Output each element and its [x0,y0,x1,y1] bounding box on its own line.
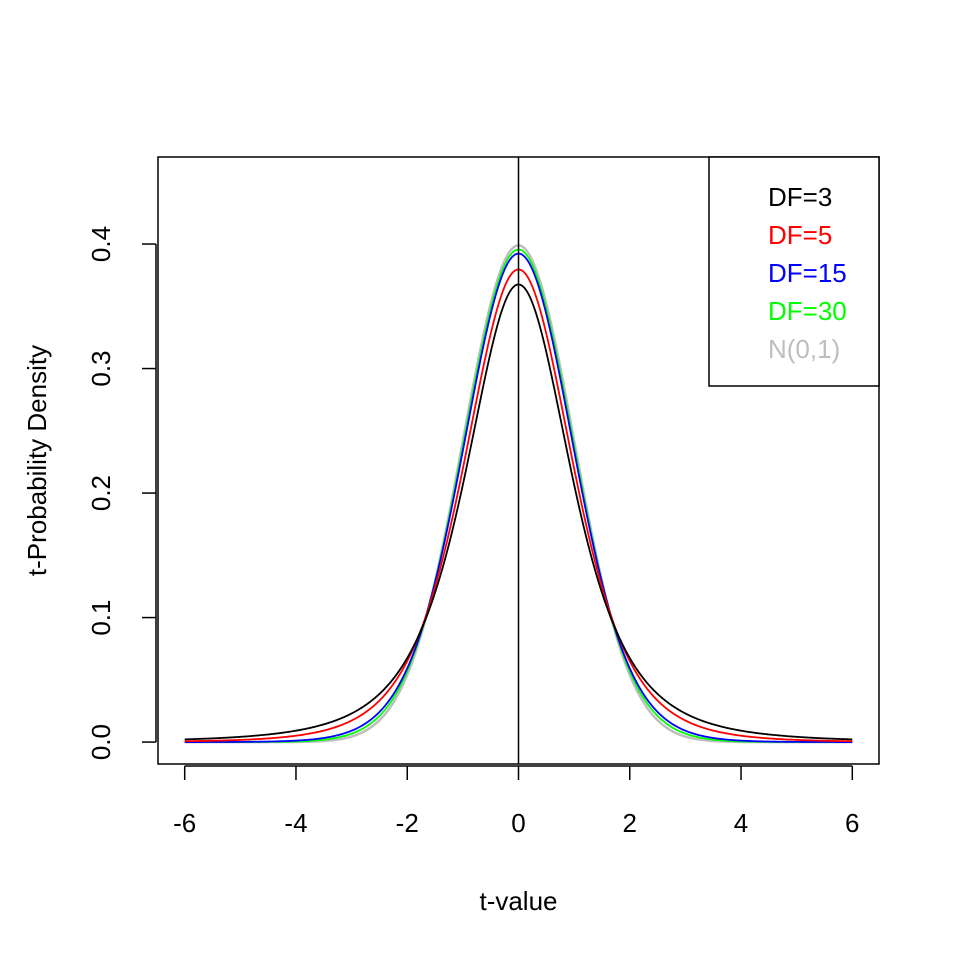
x-axis-label: t-value [479,886,557,916]
legend: DF=3 DF=5 DF=15 DF=30 N(0,1) [708,156,880,387]
legend-entry: DF=3 [768,182,832,212]
x-axis: -6 -4 -2 0 2 4 6 [173,765,860,838]
legend-box [708,156,880,387]
y-tick-label: 0.0 [86,724,116,760]
y-tick-label: 0.1 [86,599,116,635]
x-tick-label: 2 [623,808,637,838]
y-axis: 0.0 0.1 0.2 0.3 0.4 [86,226,157,760]
x-tick-label: 6 [845,808,859,838]
legend-entry: DF=30 [768,296,847,326]
y-axis-label: t-Probability Density [22,345,52,576]
x-tick-label: -6 [173,808,196,838]
legend-entry: N(0,1) [768,334,840,364]
y-tick-label: 0.3 [86,350,116,386]
y-tick-label: 0.2 [86,475,116,511]
legend-entry: DF=15 [768,258,847,288]
y-tick-label: 0.4 [86,226,116,262]
x-tick-label: -2 [396,808,419,838]
x-tick-label: 0 [511,808,525,838]
x-tick-label: -4 [284,808,307,838]
plot-frame [157,156,880,765]
legend-entry: DF=5 [768,220,832,250]
x-tick-label: 4 [734,808,748,838]
